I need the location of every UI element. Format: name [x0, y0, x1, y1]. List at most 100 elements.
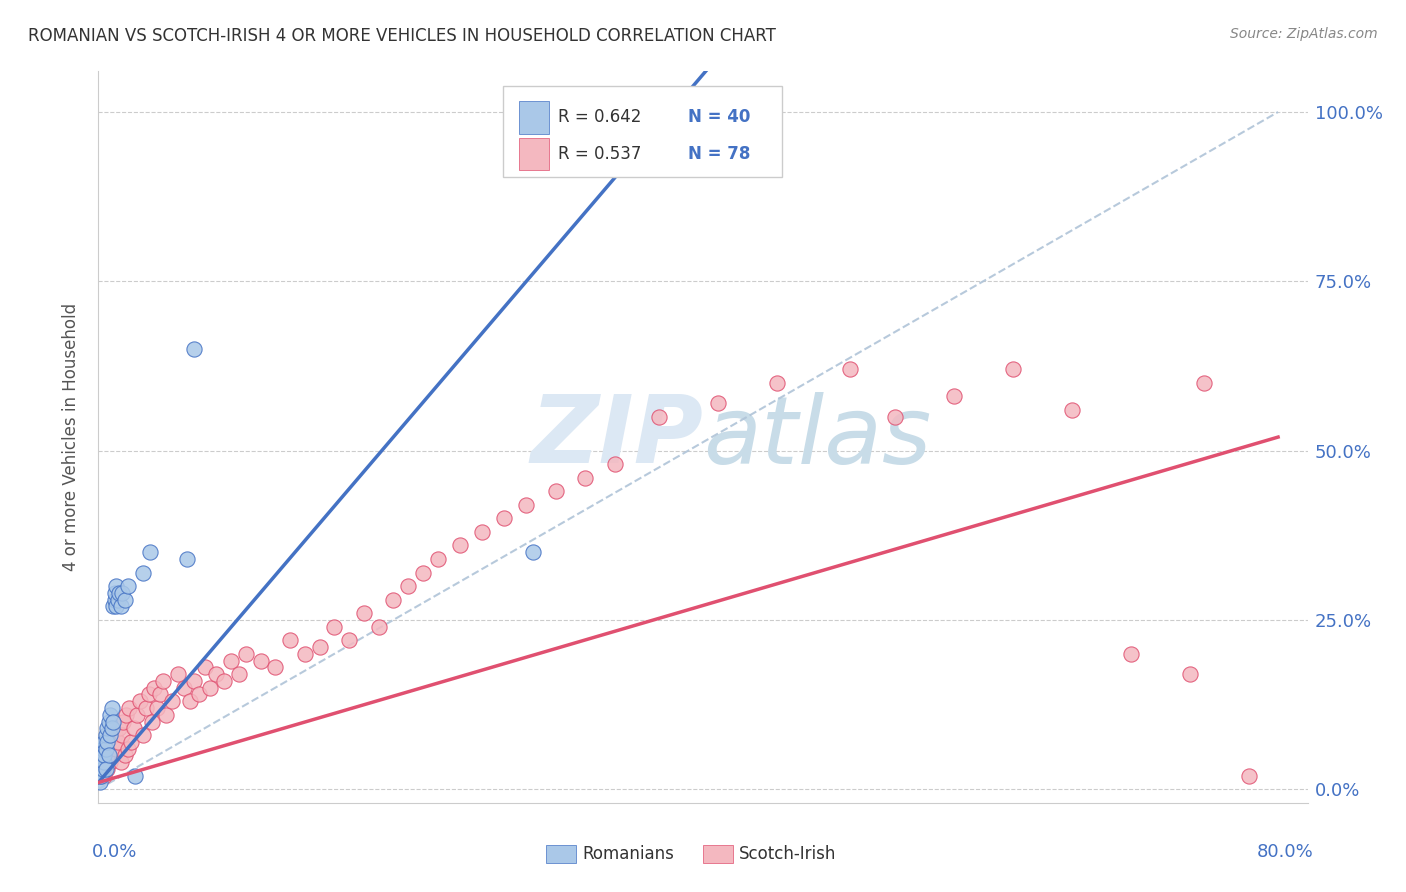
- Point: [160, 694, 183, 708]
- Point: [471, 524, 494, 539]
- Point: [107, 735, 129, 749]
- Point: [108, 721, 131, 735]
- Point: [94, 741, 117, 756]
- Point: [96, 762, 118, 776]
- Y-axis label: 4 or more Vehicles in Household: 4 or more Vehicles in Household: [62, 303, 80, 571]
- Point: [173, 681, 195, 695]
- Text: 80.0%: 80.0%: [1257, 843, 1313, 861]
- Point: [183, 673, 205, 688]
- Text: N = 40: N = 40: [689, 109, 751, 127]
- Point: [131, 728, 153, 742]
- Point: [117, 579, 139, 593]
- Point: [522, 545, 544, 559]
- Text: R = 0.642: R = 0.642: [558, 109, 641, 127]
- Point: [839, 362, 862, 376]
- Text: R = 0.537: R = 0.537: [558, 145, 641, 163]
- Point: [90, 762, 112, 776]
- Point: [98, 707, 121, 722]
- Point: [1119, 647, 1142, 661]
- Point: [118, 701, 141, 715]
- Point: [101, 748, 124, 763]
- Point: [412, 566, 434, 580]
- Point: [120, 735, 142, 749]
- Point: [100, 701, 122, 715]
- Text: ROMANIAN VS SCOTCH-IRISH 4 OR MORE VEHICLES IN HOUSEHOLD CORRELATION CHART: ROMANIAN VS SCOTCH-IRISH 4 OR MORE VEHIC…: [28, 27, 776, 45]
- Point: [94, 762, 117, 776]
- Point: [104, 586, 127, 600]
- Point: [323, 620, 346, 634]
- Point: [91, 748, 114, 763]
- Text: 0.0%: 0.0%: [93, 843, 138, 861]
- Point: [337, 633, 360, 648]
- Point: [105, 741, 128, 756]
- Point: [942, 389, 965, 403]
- Point: [1060, 403, 1083, 417]
- Point: [97, 714, 120, 729]
- Point: [396, 579, 419, 593]
- Point: [544, 484, 567, 499]
- Point: [122, 721, 145, 735]
- Point: [143, 681, 166, 695]
- Point: [125, 707, 148, 722]
- Point: [1001, 362, 1024, 376]
- Point: [449, 538, 471, 552]
- Point: [278, 633, 301, 648]
- Point: [149, 688, 172, 702]
- Point: [111, 586, 134, 600]
- Point: [90, 755, 112, 769]
- Point: [212, 673, 235, 688]
- Bar: [703, 845, 734, 863]
- Point: [93, 755, 115, 769]
- Point: [492, 511, 515, 525]
- Point: [107, 592, 129, 607]
- Point: [110, 599, 132, 614]
- Point: [96, 721, 118, 735]
- Point: [91, 762, 114, 776]
- Point: [96, 735, 118, 749]
- Point: [179, 694, 201, 708]
- Point: [141, 714, 163, 729]
- Point: [89, 769, 111, 783]
- Point: [128, 694, 150, 708]
- Point: [765, 376, 787, 390]
- Point: [883, 409, 905, 424]
- Bar: [519, 137, 550, 170]
- Text: atlas: atlas: [703, 392, 931, 483]
- Point: [117, 741, 139, 756]
- Text: N = 78: N = 78: [689, 145, 751, 163]
- Point: [146, 701, 169, 715]
- Point: [93, 748, 115, 763]
- Point: [183, 342, 205, 356]
- Point: [574, 471, 596, 485]
- Point: [100, 721, 122, 735]
- Point: [187, 688, 209, 702]
- Point: [124, 769, 146, 783]
- Point: [235, 647, 257, 661]
- Point: [98, 755, 121, 769]
- Point: [603, 457, 626, 471]
- Point: [205, 667, 228, 681]
- Bar: [519, 101, 550, 134]
- Point: [308, 640, 330, 654]
- Point: [90, 769, 112, 783]
- Point: [139, 545, 162, 559]
- Point: [1194, 376, 1216, 390]
- Point: [249, 654, 271, 668]
- Point: [706, 396, 728, 410]
- Point: [105, 599, 128, 614]
- Point: [110, 755, 132, 769]
- Point: [167, 667, 190, 681]
- Point: [115, 707, 138, 722]
- Point: [114, 748, 136, 763]
- Point: [90, 762, 112, 776]
- Point: [97, 748, 120, 763]
- Point: [138, 688, 160, 702]
- Point: [105, 579, 128, 593]
- Point: [194, 660, 217, 674]
- Point: [131, 566, 153, 580]
- Point: [93, 769, 115, 783]
- Point: [367, 620, 389, 634]
- Point: [111, 728, 134, 742]
- Bar: [546, 845, 576, 863]
- Point: [176, 552, 198, 566]
